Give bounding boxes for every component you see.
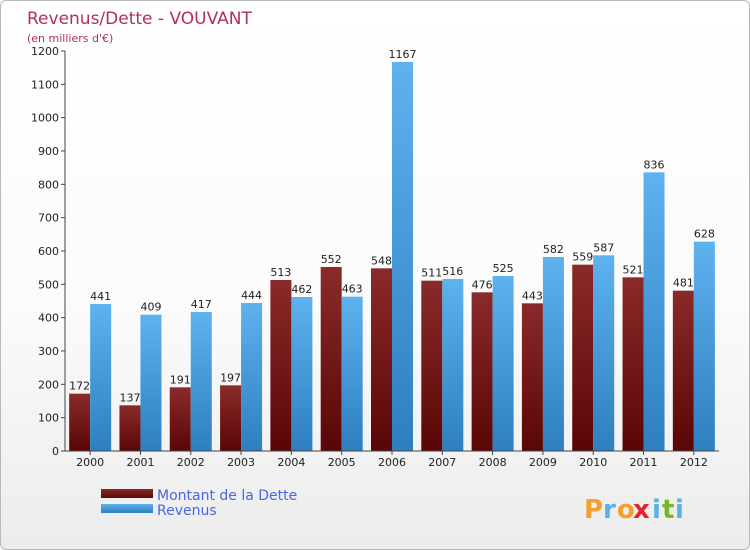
- x-tick-label: 2001: [126, 456, 154, 469]
- logo-letter: r: [603, 495, 616, 525]
- bar-value-label: 172: [69, 380, 90, 393]
- bar-revenus: [492, 276, 514, 451]
- bar-value-label: 628: [694, 228, 715, 241]
- bar-revenus: [593, 255, 615, 451]
- bar-value-label: 516: [442, 265, 463, 278]
- y-tick-label: 400: [38, 312, 59, 325]
- bar-revenus: [140, 314, 162, 451]
- legend-swatch-revenus: [101, 504, 153, 513]
- x-axis: 2000 2001 2002 2003 2004 2005 2006 2007 2008 2009…: [65, 450, 719, 469]
- bar-dette: [220, 385, 242, 451]
- y-tick-label: 300: [38, 345, 59, 358]
- bar-dette: [69, 393, 91, 451]
- bar-value-label: 443: [522, 289, 543, 302]
- x-tick-label: 2003: [227, 456, 255, 469]
- bar-value-label: 582: [543, 243, 564, 256]
- bar-value-label: 137: [119, 391, 140, 404]
- bar-value-label: 444: [241, 289, 262, 302]
- logo-letter: P: [584, 495, 603, 525]
- bar-dette: [572, 264, 594, 451]
- logo-letter: o: [617, 495, 635, 525]
- bar-value-label: 1167: [389, 48, 417, 61]
- bar-value-label: 481: [673, 277, 694, 290]
- bar-value-label: 191: [170, 373, 191, 386]
- bar-value-label: 463: [342, 283, 363, 296]
- bar-dette: [169, 387, 191, 451]
- legend-label-debt: Montant de la Dette: [157, 488, 297, 504]
- bar-revenus: [90, 304, 112, 451]
- bar-dette: [521, 303, 543, 451]
- x-tick-label: 2004: [277, 456, 305, 469]
- bar-value-label: 836: [644, 158, 665, 171]
- y-tick-label: 100: [38, 412, 59, 425]
- bar-value-label: 441: [90, 290, 111, 303]
- bar-value-label: 417: [191, 298, 212, 311]
- y-tick-label: 800: [38, 178, 59, 191]
- x-tick-label: 2008: [479, 456, 507, 469]
- bar-value-label: 559: [572, 251, 593, 264]
- bar-value-label: 587: [593, 241, 614, 254]
- bar-value-label: 525: [493, 262, 514, 275]
- logo-letter: i: [652, 495, 661, 525]
- bar-dette: [371, 268, 392, 451]
- y-tick-label: 1000: [31, 112, 59, 125]
- bar-value-label: 476: [472, 278, 493, 291]
- bar-dette: [421, 280, 443, 451]
- x-tick-label: 2002: [177, 456, 205, 469]
- bar-revenus: [341, 296, 363, 451]
- bar-revenus: [442, 279, 464, 451]
- y-tick-label: 200: [38, 378, 59, 391]
- bar-revenus: [643, 172, 665, 452]
- x-tick-label: 2012: [680, 456, 708, 469]
- bar-value-label: 197: [220, 371, 241, 384]
- bar-dette: [471, 292, 493, 451]
- x-tick-label: 2009: [529, 456, 557, 469]
- bar-value-label: 462: [291, 283, 312, 296]
- chart-subtitle: (en milliers d'€): [27, 32, 113, 45]
- bar-value-label: 548: [371, 254, 392, 267]
- y-axis: 0 100 200 300 400 500 600 700 800 900 1000 1100 1200: [31, 45, 66, 458]
- logo-letter: x: [633, 495, 650, 525]
- x-tick-label: 2010: [579, 456, 607, 469]
- bar-revenus: [291, 297, 313, 451]
- x-tick-label: 2007: [428, 456, 456, 469]
- legend: Montant de la Dette Revenus: [101, 488, 297, 519]
- x-tick-label: 2000: [76, 456, 104, 469]
- bar-value-label: 513: [270, 266, 291, 279]
- logo-letter: i: [675, 495, 684, 525]
- bar-value-label: 552: [321, 253, 342, 266]
- bar-revenus: [693, 241, 715, 451]
- y-tick-label: 500: [38, 278, 59, 291]
- legend-swatch-debt: [101, 489, 153, 498]
- bar-revenus: [190, 312, 212, 451]
- bar-value-label: 521: [623, 263, 644, 276]
- x-tick-label: 2006: [378, 456, 406, 469]
- bar-dette: [119, 405, 141, 451]
- y-tick-label: 900: [38, 145, 59, 158]
- x-tick-label: 2011: [630, 456, 658, 469]
- bar-dette: [270, 280, 292, 451]
- legend-label-revenus: Revenus: [157, 503, 217, 519]
- bar-dette: [320, 267, 342, 451]
- bar-revenus: [241, 303, 263, 451]
- y-tick-label: 700: [38, 212, 59, 225]
- bar-value-label: 409: [140, 301, 161, 314]
- bar-revenus: [542, 257, 564, 451]
- y-tick-label: 1100: [31, 78, 59, 91]
- x-tick-label: 2005: [328, 456, 356, 469]
- bar-dette: [622, 277, 644, 451]
- bar-value-label: 511: [421, 267, 442, 280]
- chart-title: Revenus/Dette - VOUVANT: [27, 9, 252, 29]
- y-tick-label: 0: [52, 445, 59, 458]
- bar-revenus: [392, 62, 413, 451]
- logo-letter: t: [662, 495, 674, 525]
- bar-dette: [672, 290, 694, 451]
- y-tick-label: 1200: [31, 45, 59, 58]
- y-tick-label: 600: [38, 245, 59, 258]
